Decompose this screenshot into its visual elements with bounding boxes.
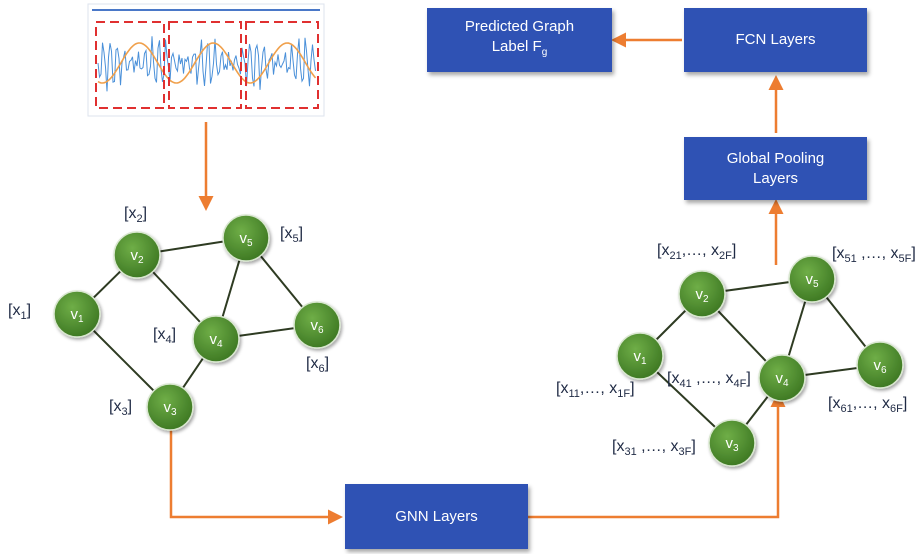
right-feature-v5: [x51 ,…, x5F] xyxy=(832,245,916,266)
node-label: v5 xyxy=(805,271,819,290)
node-label: v3 xyxy=(725,435,739,454)
arrow-gnn-to-graph xyxy=(528,392,786,519)
left-graph-edges xyxy=(76,237,318,408)
node-circle xyxy=(293,301,341,349)
node-circle xyxy=(146,383,194,431)
node-circle xyxy=(222,214,270,262)
node-label: v5 xyxy=(239,230,253,249)
left-feature-x2: [x2] xyxy=(124,205,148,226)
right-node-v5: v5 xyxy=(788,255,836,303)
left-node-v2: v2 xyxy=(113,231,161,279)
arrow-graph-to-gnn xyxy=(169,425,343,525)
gnn-layers-label: GNN Layers xyxy=(395,507,478,525)
node-label: v4 xyxy=(775,370,789,389)
right-node-v1: v1 xyxy=(616,332,664,380)
node-circle xyxy=(192,315,240,363)
left-feature-x3: [x3] xyxy=(109,398,133,419)
left-node-v6: v6 xyxy=(293,301,341,349)
node-label: v3 xyxy=(163,399,177,418)
node-circle xyxy=(856,341,904,389)
node-label: v6 xyxy=(873,357,887,376)
global-pooling-line2: Layers xyxy=(752,169,799,187)
left-node-v5: v5 xyxy=(222,214,270,262)
node-circle xyxy=(53,290,101,338)
left-node-v1: v1 xyxy=(53,290,101,338)
node-circle xyxy=(616,332,664,380)
node-circle xyxy=(758,354,806,402)
right-node-v2: v2 xyxy=(678,270,726,318)
left-feature-x4: [x4] xyxy=(153,326,177,347)
left-graph-nodes: v1 v2 v3 v4 v5 v6 xyxy=(53,214,341,431)
node-label: v1 xyxy=(70,306,84,325)
right-graph-edges xyxy=(639,278,881,444)
gnn-layers-box: GNN Layers xyxy=(345,484,528,549)
left-feature-x5: [x5] xyxy=(280,225,304,246)
predicted-label-line2: Label Fg xyxy=(491,38,548,58)
right-node-v4: v4 xyxy=(758,354,806,402)
right-feature-v2: [x21,…, x2F] xyxy=(657,242,737,263)
signal-fast-component xyxy=(97,36,316,92)
node-circle xyxy=(708,419,756,467)
left-feature-x1: [x1] xyxy=(8,302,32,323)
window-3 xyxy=(245,21,319,109)
global-pooling-box: Global Pooling Layers xyxy=(684,137,867,200)
window-1 xyxy=(95,21,165,109)
right-node-v3: v3 xyxy=(708,419,756,467)
node-circle xyxy=(678,270,726,318)
node-circle xyxy=(113,231,161,279)
node-label: v6 xyxy=(310,317,324,336)
right-graph-nodes: v1 v2 v3 v4 v5 v6 xyxy=(616,255,904,467)
node-circle xyxy=(788,255,836,303)
left-node-v4: v4 xyxy=(192,315,240,363)
window-2 xyxy=(168,21,242,109)
global-pooling-line1: Global Pooling xyxy=(726,149,825,167)
right-node-v6: v6 xyxy=(856,341,904,389)
right-feature-v3: [x31 ,…, x3F] xyxy=(612,438,696,459)
left-node-v3: v3 xyxy=(146,383,194,431)
predicted-label-line1: Predicted Graph xyxy=(464,18,575,35)
predicted-label-box: Predicted Graph Label Fg xyxy=(427,8,612,72)
node-label: v2 xyxy=(130,247,144,266)
signal-thumbnail xyxy=(87,3,325,117)
sliding-windows xyxy=(95,21,319,109)
right-feature-v6: [x61,…, x6F] xyxy=(828,395,908,416)
node-label: v2 xyxy=(695,286,709,305)
flow-arrows xyxy=(169,32,786,525)
fcn-layers-label: FCN Layers xyxy=(735,31,816,48)
right-feature-v4: [x41 ,…, x4F] xyxy=(667,370,751,391)
node-label: v4 xyxy=(209,331,223,350)
signal-slow-component xyxy=(97,42,317,84)
left-feature-x6: [x6] xyxy=(306,355,330,376)
fcn-layers-box: FCN Layers xyxy=(684,8,867,72)
signal-waveform xyxy=(97,36,317,92)
right-feature-v1: [x11,…, x1F] xyxy=(556,380,635,401)
node-label: v1 xyxy=(633,348,647,367)
